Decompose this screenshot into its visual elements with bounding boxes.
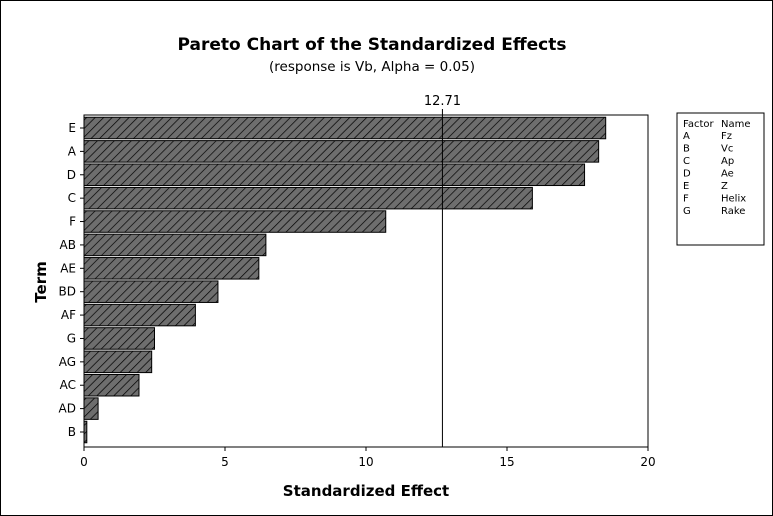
bar-ab bbox=[83, 233, 267, 257]
bar-a bbox=[83, 140, 600, 163]
bar-f bbox=[83, 210, 387, 233]
y-axis-title: Term bbox=[32, 261, 50, 302]
bar-c bbox=[83, 186, 533, 210]
legend-header-factor: Factor bbox=[683, 119, 714, 130]
bar-ae bbox=[83, 257, 260, 280]
x-tick-label: 5 bbox=[221, 455, 229, 469]
y-tick-label: BD bbox=[59, 285, 76, 299]
y-tick-label: D bbox=[67, 168, 76, 182]
legend-name-g: Rake bbox=[721, 206, 745, 217]
legend-name-f: Helix bbox=[721, 194, 746, 205]
legend: Factor Name A Fz B Vc C Ap D Ae E Z F Helix G Rake bbox=[676, 112, 765, 246]
reference-line-label: 12.71 bbox=[424, 94, 461, 109]
x-tick-label: 0 bbox=[80, 455, 88, 469]
legend-rows: A Fz B Vc C Ap D Ae E Z F Helix G Rake bbox=[683, 131, 746, 217]
legend-factor-b: B bbox=[683, 144, 690, 155]
y-tick-label: AD bbox=[59, 402, 76, 416]
bar-b bbox=[83, 420, 88, 444]
x-tick-label: 10 bbox=[358, 455, 373, 469]
x-tick-label: 20 bbox=[640, 455, 655, 469]
bar-bd bbox=[83, 280, 219, 303]
legend-box bbox=[676, 112, 765, 246]
bar-ag bbox=[83, 350, 153, 374]
y-tick-label: F bbox=[69, 215, 76, 229]
legend-factor-a: A bbox=[683, 131, 690, 142]
legend-name-e: Z bbox=[721, 181, 728, 192]
y-tick-label: AC bbox=[60, 378, 76, 392]
legend-factor-c: C bbox=[683, 156, 690, 167]
bar-e bbox=[83, 116, 607, 140]
legend-name-a: Fz bbox=[721, 131, 732, 142]
y-tick-label: G bbox=[67, 331, 76, 345]
bar-ad bbox=[83, 397, 99, 420]
legend-factor-f: F bbox=[683, 194, 689, 205]
x-axis-title: Standardized Effect bbox=[283, 482, 449, 500]
chart-subtitle: (response is Vb, Alpha = 0.05) bbox=[269, 59, 475, 75]
legend-header-name: Name bbox=[721, 119, 751, 130]
x-axis-ticks: 0 5 10 15 20 bbox=[80, 447, 656, 469]
legend-name-c: Ap bbox=[721, 156, 734, 167]
y-tick-label: A bbox=[68, 144, 77, 158]
y-tick-label: E bbox=[68, 121, 76, 135]
legend-name-b: Vc bbox=[721, 144, 733, 155]
y-tick-label: B bbox=[68, 425, 76, 439]
bar-d bbox=[83, 163, 586, 187]
bar-af bbox=[83, 303, 196, 327]
y-tick-label: AB bbox=[60, 238, 76, 252]
y-tick-label: AE bbox=[60, 261, 76, 275]
legend-factor-g: G bbox=[683, 206, 691, 217]
legend-name-d: Ae bbox=[721, 169, 734, 180]
bar-g bbox=[83, 327, 155, 350]
bar-ac bbox=[83, 373, 140, 397]
legend-factor-d: D bbox=[683, 169, 691, 180]
bars-group bbox=[83, 116, 607, 444]
y-tick-label: C bbox=[68, 191, 76, 205]
y-tick-label: AG bbox=[59, 355, 76, 369]
legend-factor-e: E bbox=[683, 181, 689, 192]
chart-title: Pareto Chart of the Standardized Effects bbox=[178, 35, 567, 55]
x-tick-label: 15 bbox=[499, 455, 514, 469]
y-tick-label: AF bbox=[61, 308, 76, 322]
